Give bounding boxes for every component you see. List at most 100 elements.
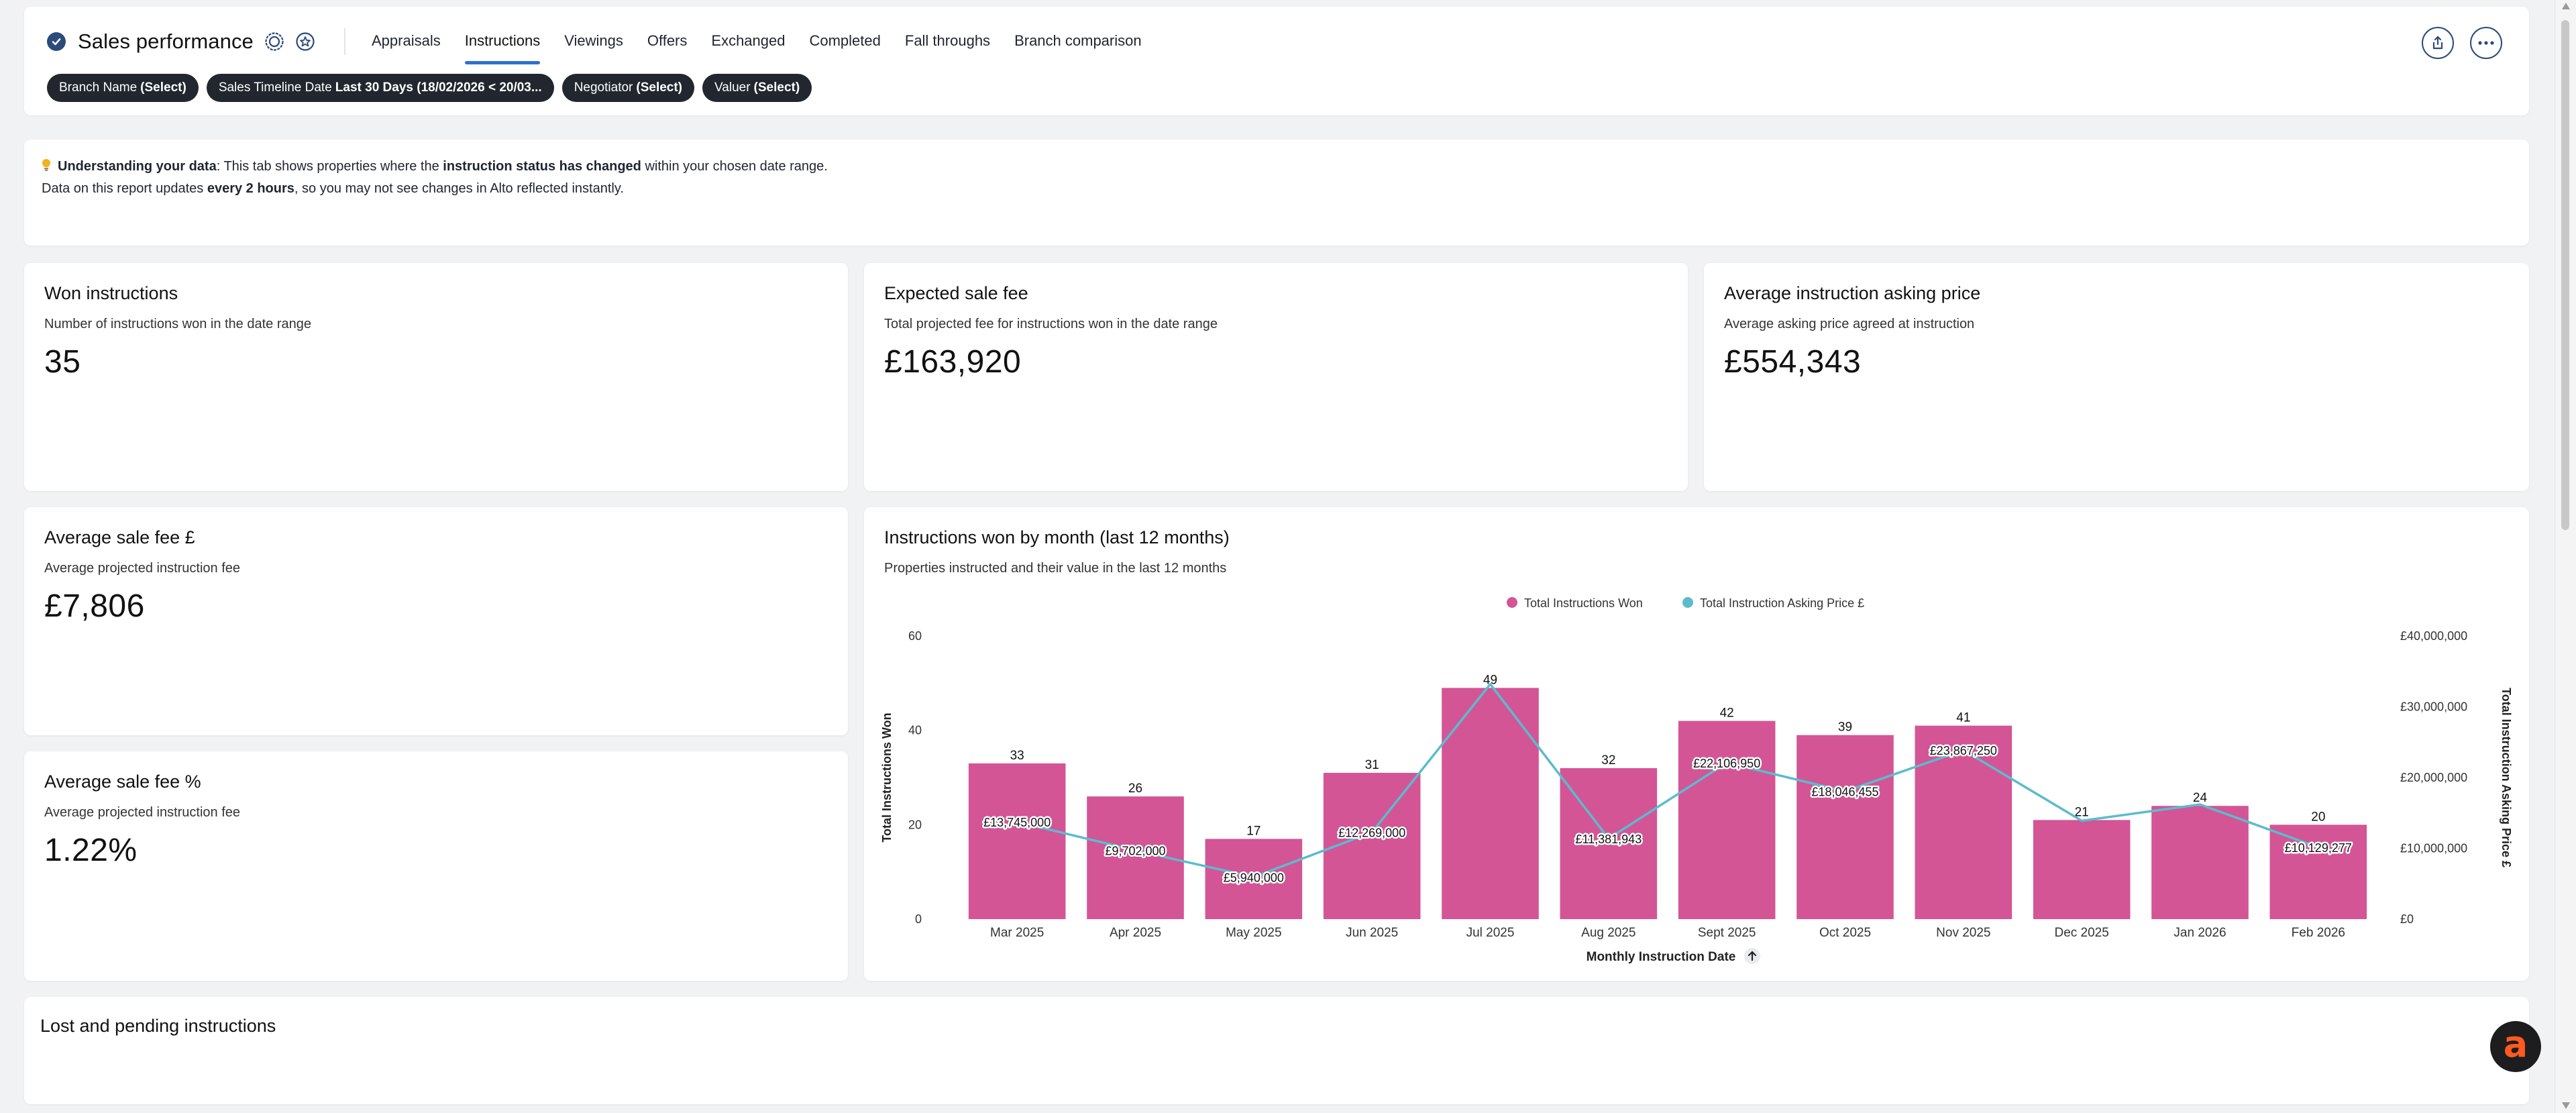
info-text: Data on this report updates: [42, 181, 207, 196]
alto-assistant-button[interactable]: a: [2490, 1021, 2541, 1072]
kpi-average-asking-price: Average instruction asking price Average…: [1704, 263, 2529, 491]
bar: [1915, 725, 2012, 919]
title-divider: [344, 28, 345, 55]
tab-fall-throughs[interactable]: Fall throughs: [904, 32, 991, 49]
filter-value: Last 30 Days (18/02/2026 < 20/03...: [335, 81, 542, 95]
tab-branch-comparison[interactable]: Branch comparison: [1014, 32, 1142, 49]
y-tick-label: 40: [908, 724, 922, 737]
share-button[interactable]: [2422, 27, 2454, 59]
kpi-subtitle: Average projected instruction fee: [44, 561, 241, 576]
bar: [1560, 767, 1658, 919]
kpi-title: Average sale fee %: [44, 772, 201, 792]
kpi-title: Won instructions: [44, 283, 178, 303]
bar: [2269, 825, 2367, 919]
kpi-average-sale-fee-percent: Average sale fee % Average projected ins…: [24, 751, 848, 981]
line-value-label: £22,106,950: [1693, 757, 1760, 770]
alto-logo-icon: a: [2503, 1022, 2528, 1065]
report-tabs: Appraisals Instructions Viewings Offers …: [360, 24, 1154, 64]
line-value-label: £10,129,277: [2285, 841, 2352, 855]
sort-arrow-icon: [1748, 951, 1757, 961]
kpi-value: 1.22%: [44, 833, 138, 868]
bar-value-label: 32: [1601, 753, 1615, 767]
tab-appraisals[interactable]: Appraisals: [372, 32, 441, 49]
x-tick-label: Nov 2025: [1936, 926, 1990, 940]
kpi-title: Expected sale fee: [884, 283, 1028, 303]
bar-value-label: 21: [2075, 805, 2089, 819]
y2-tick-label: £40,000,000: [2400, 629, 2467, 643]
tab-offers[interactable]: Offers: [647, 32, 688, 49]
lost-pending-section: Lost and pending instructions: [24, 997, 2529, 1104]
tab-instructions[interactable]: Instructions: [453, 24, 553, 64]
legend-bar-label: Total Instructions Won: [1524, 596, 1643, 610]
kpi-subtitle: Average projected instruction fee: [44, 805, 241, 820]
tab-completed[interactable]: Completed: [809, 32, 881, 49]
page-title: Sales performance: [78, 30, 254, 53]
filter-value: (Select): [140, 81, 186, 95]
combo-chart: Total Instructions Won Total Instruction …: [880, 596, 2513, 964]
y-tick-label: 20: [908, 818, 922, 831]
lightbulb-icon: [42, 158, 51, 176]
y2-tick-label: £20,000,000: [2400, 771, 2467, 784]
bar-value-label: 26: [1128, 782, 1142, 796]
bar: [2151, 806, 2249, 919]
bar-value-label: 39: [1838, 721, 1852, 735]
kpi-title: Average instruction asking price: [1724, 283, 1981, 303]
y2-tick-label: £30,000,000: [2400, 700, 2467, 714]
line-value-label: £11,381,943: [1575, 833, 1642, 846]
scroll-thumb[interactable]: [2561, 20, 2569, 530]
x-tick-label: May 2025: [1226, 926, 1281, 940]
kpi-value: 35: [44, 344, 81, 380]
y-tick-label: 0: [915, 912, 922, 926]
bar-value-label: 42: [1720, 706, 1734, 721]
x-tick-label: Sept 2025: [1698, 926, 1756, 940]
info-text: within your chosen date range.: [641, 159, 828, 174]
legend-bar-swatch: [1507, 597, 1517, 608]
x-tick-label: Oct 2025: [1819, 926, 1871, 940]
x-tick-label: Dec 2025: [2054, 926, 2108, 940]
more-options-button[interactable]: [2470, 27, 2502, 59]
filter-label: Valuer: [714, 81, 751, 95]
bar-value-label: 20: [2311, 810, 2325, 824]
asking-price-line: [1016, 682, 2319, 879]
x-tick-label: Aug 2025: [1581, 926, 1635, 940]
bar-value-label: 17: [1246, 824, 1260, 838]
filter-negotiator[interactable]: Negotiator (Select): [561, 74, 695, 102]
x-tick-label: Mar 2025: [990, 926, 1044, 940]
certified-badge-icon[interactable]: [264, 32, 284, 52]
info-bold: instruction status has changed: [443, 159, 641, 174]
kpi-subtitle: Total projected fee for instructions won…: [884, 317, 1218, 331]
report-header: Sales performance Appraisals Instruction…: [24, 7, 2529, 115]
scroll-up-icon[interactable]: [2562, 3, 2570, 9]
filter-sales-timeline-date[interactable]: Sales Timeline Date Last 30 Days (18/02/2…: [206, 74, 554, 102]
instructions-by-month-chart-card: Instructions won by month (last 12 month…: [864, 507, 2529, 981]
kpi-value: £163,920: [884, 344, 1022, 380]
filter-value: (Select): [636, 81, 683, 95]
y-axis-title: Total Instructions Won: [880, 712, 894, 842]
bar: [1678, 721, 1776, 919]
y2-tick-label: £10,000,000: [2400, 842, 2467, 855]
filter-bar: Branch Name (Select) Sales Timeline Date L…: [47, 74, 812, 102]
tab-viewings[interactable]: Viewings: [564, 32, 623, 49]
kpi-expected-sale-fee: Expected sale fee Total projected fee fo…: [864, 263, 1688, 491]
info-text: : This tab shows properties where the: [216, 159, 443, 174]
kpi-value: £7,806: [44, 588, 145, 624]
kpi-won-instructions: Won instructions Number of instructions …: [24, 263, 848, 491]
filter-valuer[interactable]: Valuer (Select): [702, 74, 812, 102]
y-tick-label: 60: [908, 629, 922, 643]
favorite-star-icon[interactable]: [295, 32, 315, 52]
line-value-label: £18,046,455: [1811, 786, 1878, 799]
page-scrollbar[interactable]: [2555, 0, 2576, 1113]
scroll-down-icon[interactable]: [2562, 1102, 2570, 1109]
tab-exchanged[interactable]: Exchanged: [711, 32, 786, 49]
line-value-label: £13,745,000: [983, 816, 1051, 829]
line-value-label: £12,269,000: [1338, 827, 1405, 840]
info-text: , so you may not see changes in Alto ref…: [294, 181, 624, 196]
section-title: Lost and pending instructions: [40, 1016, 276, 1036]
x-axis-title: Monthly Instruction Date: [1587, 950, 1736, 964]
legend-line-label: Total Instruction Asking Price £: [1700, 596, 1864, 610]
bar: [1796, 735, 1894, 919]
line-value-label: £5,940,000: [1224, 871, 1284, 884]
filter-label: Sales Timeline Date: [218, 81, 332, 95]
filter-branch-name[interactable]: Branch Name (Select): [47, 74, 199, 102]
bar-value-label: 41: [1956, 711, 1970, 725]
